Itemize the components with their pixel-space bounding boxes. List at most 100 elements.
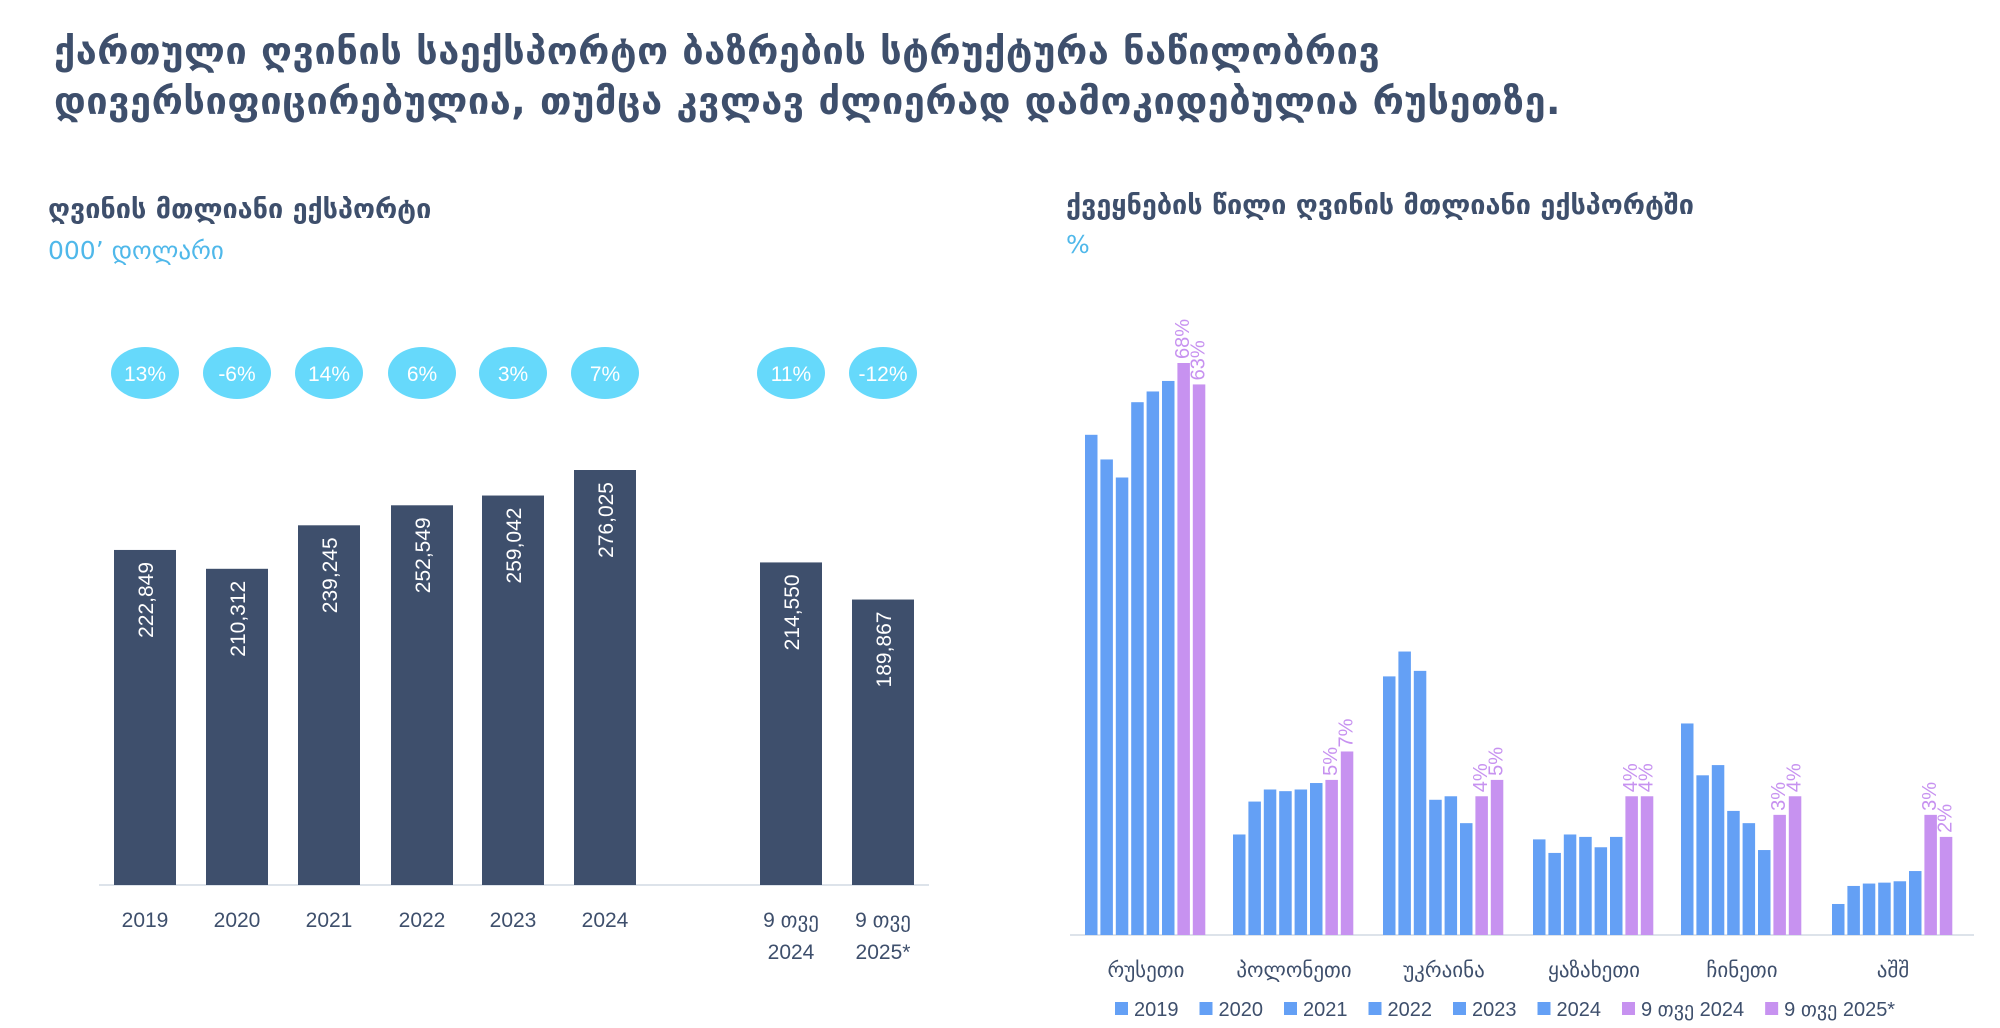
title-line-2: დივერსიფიცირებულია, თუმცა კვლავ ძლიერად … [54,79,1561,123]
bar-ჩინეთი-9 თვე 2025* [1788,796,1802,935]
growth-bubble [757,347,825,399]
x-tick-label: პოლონეთი [1236,959,1351,982]
x-tick-label: 2020 [214,909,261,932]
bar-ყაზახეთი-9 თვე 2025* [1640,796,1654,935]
bar-ჩინეთი-9 თვე 2024 [1773,814,1786,935]
legend-swatch [1453,1002,1466,1015]
bar-პოლონეთი-2020 [1248,801,1261,935]
bar-9 თვე 2024 [760,562,822,885]
bar-ყაზახეთი-2022 [1579,836,1592,935]
growth-label: 7% [590,363,620,386]
bar-პოლონეთი-2019 [1233,834,1246,935]
bar-უკრაინა-2022 [1429,799,1442,935]
bar-value-label: 222,849 [135,562,158,638]
x-tick-label: 9 თვე [855,909,911,932]
bar-ყაზახეთი-2021 [1563,834,1577,935]
bar-value-label: 252,549 [412,517,435,593]
data-label: 68% [1172,319,1194,359]
bar-value-label: 189,867 [873,612,896,688]
bar-ყაზახეთი-9 თვე 2024 [1625,796,1638,935]
bar-რუსეთი-2024 [1162,380,1175,935]
bar-აშშ-2023 [1893,881,1907,935]
title-line-1: ქართული ღვინის საექსპორტო ბაზრების სტრუქ… [54,29,1381,73]
bar-პოლონეთი-2022 [1279,791,1292,935]
bar-უკრაინა-2023 [1444,796,1458,935]
bar-უკრაინა-2021 [1413,670,1427,935]
legend-swatch [1199,1002,1213,1015]
data-label: 3% [1919,782,1941,811]
legend-swatch [1368,1002,1382,1015]
legend-label: 2023 [1472,999,1517,1021]
growth-bubble [479,347,547,399]
growth-bubble [571,347,639,399]
growth-bubble [111,347,179,399]
x-tick-label: რუსეთი [1107,958,1184,982]
growth-bubble [295,347,363,399]
x-tick-label: 2024 [582,909,629,932]
data-label: 4% [1783,763,1805,792]
bar-პოლონეთი-2021 [1263,789,1277,935]
growth-label: 6% [407,363,437,386]
bar-პოლონეთი-2024 [1310,783,1323,935]
bar-ყაზახეთი-2024 [1610,836,1623,935]
legend-swatch [1115,1002,1128,1015]
x-tick-label: 9 თვე [763,909,819,932]
bar-პოლონეთი-9 თვე 2024 [1325,779,1338,935]
legend-label: 2019 [1134,999,1179,1021]
growth-bubble [849,347,917,399]
bar-აშშ-9 თვე 2024 [1924,814,1937,935]
bar-აშშ-2024 [1909,871,1922,935]
bar-value-label: 210,312 [227,581,250,657]
legend-label: 9 თვე 2025* [1784,999,1895,1021]
bar-აშშ-2020 [1847,885,1860,935]
bar-9 თვე 2025* [852,599,914,885]
bar-უკრაინა-2019 [1383,676,1396,935]
bar-ჩინეთი-2021 [1711,765,1725,935]
bar-რუსეთი-2020 [1100,459,1113,935]
page-title: ქართული ღვინის საექსპორტო ბაზრების სტრუქ… [54,26,1954,126]
bar-2023 [482,495,544,885]
growth-label: 3% [498,363,528,386]
bar-აშშ-9 თვე 2025* [1939,836,1953,935]
x-tick-label: 2021 [306,909,353,932]
x-tick-label: ყაზახეთი [1548,959,1640,982]
x-tick-label: ჩინეთი [1706,959,1777,982]
bar-პოლონეთი-2023 [1294,789,1308,935]
growth-label: 11% [771,363,811,386]
bar-value-label: 276,025 [595,482,618,558]
legend-swatch [1622,1002,1635,1015]
bar-რუსეთი-9 თვე 2025* [1192,384,1206,935]
legend-swatch [1537,1002,1551,1015]
bar-რუსეთი-9 თვე 2024 [1177,363,1190,935]
bar-ყაზახეთი-2020 [1548,852,1561,935]
bar-აშშ-2022 [1878,882,1891,935]
left-chart-unit: 000’ დოლარი [48,236,224,265]
bar-რუსეთი-2019 [1085,434,1098,935]
bar-პოლონეთი-9 თვე 2025* [1340,751,1354,935]
left-chart-title: ღვინის მთლიანი ექსპორტი [48,194,432,225]
bar-რუსეთი-2022 [1131,402,1144,935]
growth-label: -6% [218,363,255,386]
bar-ყაზახეთი-2019 [1533,839,1546,935]
x-tick-label: 2023 [490,909,537,932]
data-label: 4% [1620,763,1642,792]
bar-აშშ-2021 [1862,883,1876,935]
legend-label: 2020 [1219,999,1264,1021]
bar-ჩინეთი-2023 [1742,823,1756,935]
growth-bubble [388,347,456,399]
legend-label: 2022 [1388,999,1433,1021]
bar-ჩინეთი-2019 [1681,723,1694,935]
legend-swatch [1765,1002,1779,1015]
data-label: 4% [1635,763,1657,792]
growth-label: 13% [124,363,166,386]
data-label: 2% [1934,804,1956,833]
bar-ჩინეთი-2020 [1696,775,1709,935]
x-tick-label: 2025* [856,941,911,964]
bar-value-label: 259,042 [503,508,526,584]
bar-აშშ-2019 [1832,903,1845,935]
data-label: 7% [1335,718,1357,747]
bar-ჩინეთი-2024 [1758,850,1771,935]
bar-2020 [206,568,268,885]
data-label: 63% [1187,340,1209,380]
